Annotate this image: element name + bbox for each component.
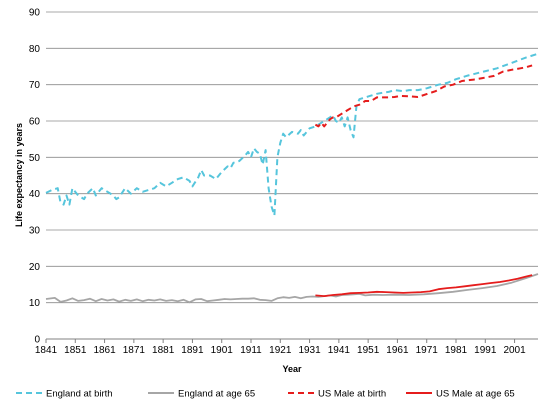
x-tick-label: 1911 bbox=[240, 345, 262, 356]
y-tick-label: 60 bbox=[29, 117, 41, 128]
series-line-2 bbox=[45, 273, 539, 304]
y-tick-label: 30 bbox=[29, 226, 41, 237]
series-line-1 bbox=[45, 52, 539, 217]
x-tick-label: 1941 bbox=[328, 345, 351, 356]
x-tick-label: 1931 bbox=[298, 345, 321, 356]
x-tick-label: 1881 bbox=[152, 345, 175, 356]
x-tick-label: 1981 bbox=[445, 345, 468, 356]
y-axis-ticks: 0 10 20 30 40 50 60 70 80 90 bbox=[29, 8, 41, 346]
legend-label-2: England at age 65 bbox=[178, 389, 255, 400]
x-tick-label: 1951 bbox=[357, 345, 380, 356]
y-axis-title: Life expectancy in years bbox=[14, 123, 24, 227]
series-line-4 bbox=[315, 274, 533, 297]
y-tick-label: 20 bbox=[29, 262, 41, 273]
x-tick-label: 1971 bbox=[416, 345, 439, 356]
y-tick-label: 80 bbox=[29, 44, 41, 55]
y-tick-label: 0 bbox=[34, 335, 40, 346]
x-tick-label: 1861 bbox=[93, 345, 116, 356]
x-tick-label: 1841 bbox=[35, 345, 58, 356]
y-tick-label: 90 bbox=[29, 8, 41, 19]
x-tick-label: 1871 bbox=[123, 345, 146, 356]
gridlines bbox=[46, 11, 538, 340]
y-tick-label: 70 bbox=[29, 80, 41, 91]
legend-label-3: US Male at birth bbox=[318, 389, 386, 400]
x-axis-title: Year bbox=[282, 364, 302, 374]
x-tick-label: 1921 bbox=[269, 345, 292, 356]
y-tick-label: 40 bbox=[29, 189, 41, 200]
legend-label-1: England at birth bbox=[46, 389, 113, 400]
x-tick-label: 1851 bbox=[64, 345, 87, 356]
x-tick-label: 1891 bbox=[181, 345, 204, 356]
x-axis-ticks: 1841 1851 1861 1871 1881 1891 1901 1911 1921 1931… bbox=[35, 339, 526, 356]
legend: England at birth England at age 65 US Male… bbox=[16, 389, 515, 400]
series-lines bbox=[45, 52, 539, 304]
x-tick-label: 1961 bbox=[386, 345, 409, 356]
y-tick-label: 50 bbox=[29, 153, 41, 164]
legend-label-4: US Male at age 65 bbox=[436, 389, 515, 400]
x-tick-label: 1901 bbox=[211, 345, 234, 356]
series-line-3 bbox=[314, 64, 533, 128]
y-tick-label: 10 bbox=[29, 298, 41, 309]
x-tick-label: 2001 bbox=[503, 345, 526, 356]
x-tick-label: 1991 bbox=[474, 345, 497, 356]
